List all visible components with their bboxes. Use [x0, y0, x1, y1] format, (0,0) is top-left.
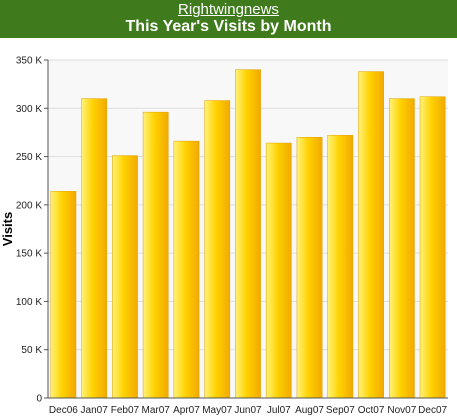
bar-aug07 [296, 137, 323, 399]
x-tick-label: Dec06 [49, 405, 78, 416]
y-tick-label: 150 K [16, 249, 42, 260]
chart-title: This Year's Visits by Month [125, 18, 332, 35]
bars [50, 69, 446, 399]
y-tick-label: 0 [36, 394, 42, 405]
x-tick-label: Oct07 [358, 405, 385, 416]
bar-may07 [204, 100, 231, 399]
bar-sep07 [327, 135, 354, 399]
x-tick-label: Dec07 [418, 405, 447, 416]
x-tick-label: Jan07 [81, 405, 109, 416]
bar-dec06 [50, 191, 77, 399]
bar-jun07 [235, 69, 261, 399]
bar-jul07 [265, 142, 292, 399]
bar-mar07 [142, 111, 169, 399]
x-tick-label: May07 [202, 405, 232, 416]
bar-apr07 [173, 140, 200, 399]
y-axis-label: Visits [0, 212, 15, 246]
site-name-link[interactable]: Rightwingnews [178, 1, 279, 18]
x-tick-label: Jun07 [234, 405, 262, 416]
x-tick-labels: Dec06 Jan07 Feb07 Mar07 Apr07 May07 Jun07 Jul07… [49, 405, 448, 416]
x-tick-label: Jul07 [267, 405, 291, 416]
bar-oct07 [358, 71, 384, 399]
chart-header: Rightwingnews This Year's Visits by Mont… [0, 0, 457, 38]
x-tick-label: Apr07 [173, 405, 200, 416]
bar-jan07 [81, 98, 108, 399]
y-tick-label: 50 K [21, 345, 42, 356]
bar-dec07 [419, 96, 446, 399]
x-tick-label: Sep07 [326, 405, 355, 416]
x-tick-label: Aug07 [295, 405, 324, 416]
y-tick-label: 350 K [16, 56, 42, 67]
x-tick-label: Nov07 [387, 405, 416, 416]
x-tick-label: Feb07 [111, 405, 140, 416]
bar-nov07 [388, 98, 415, 399]
y-tick-labels: 0 50 K 100 K 150 K 200 K 250 K 300 K 350 K [16, 56, 43, 405]
y-tick-label: 100 K [16, 297, 42, 308]
y-tick-label: 200 K [16, 200, 42, 211]
axes [47, 60, 448, 399]
bar-feb07 [112, 155, 138, 399]
y-tick-label: 250 K [16, 152, 42, 163]
x-tick-label: Mar07 [142, 405, 171, 416]
y-tick-label: 300 K [16, 104, 42, 115]
